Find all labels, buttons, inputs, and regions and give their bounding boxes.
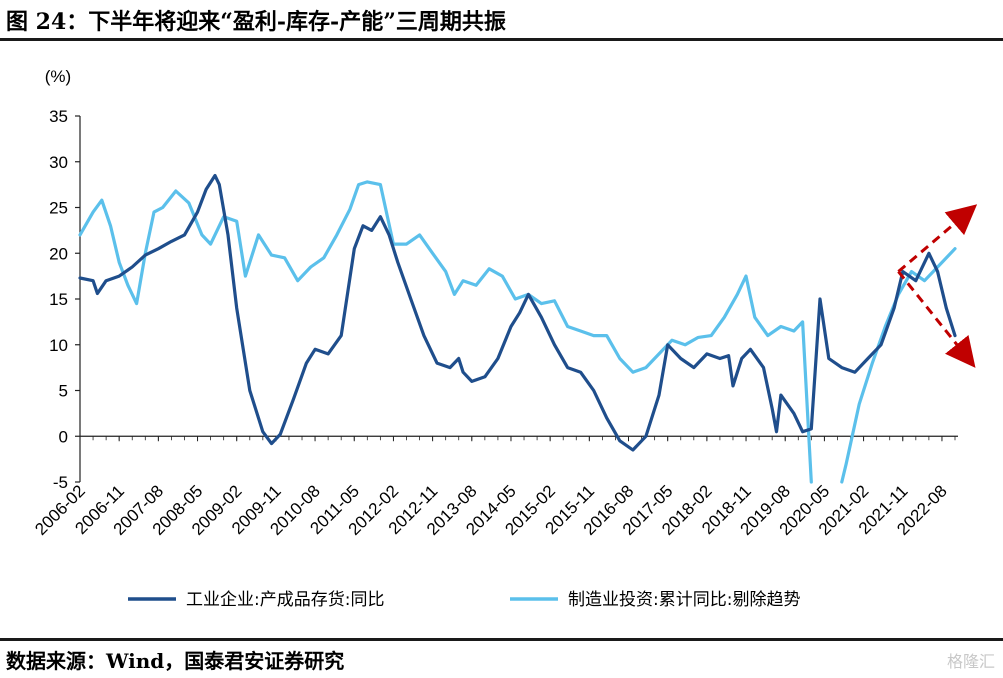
- chart-title: 图 24：下半年将迎来“盈利-库存-产能”三周期共振: [6, 9, 506, 35]
- trend-arrow-1: [897, 204, 978, 273]
- y-tick-label: 5: [59, 382, 68, 401]
- series-layer: [78, 173, 957, 484]
- legend-item-industrial-inventory-label: 工业企业:产成品存货:同比: [186, 590, 384, 610]
- annotation-layer: [897, 204, 978, 368]
- x-axis: 2006-022006-112007-082008-052009-022009-…: [31, 435, 958, 539]
- title-divider: [0, 38, 1003, 41]
- y-tick-label: 10: [49, 336, 68, 355]
- line-chart: (%) 35 30 25 20 15 10 5 0 -5 2006-022006-112007-0…: [31, 67, 978, 610]
- y-tick-label: -5: [53, 473, 68, 492]
- y-tick-label: 15: [49, 290, 68, 309]
- y-axis: (%) 35 30 25 20 15 10 5 0 -5: [45, 67, 81, 492]
- legend-item-manufacturing-investment-label: 制造业投资:累计同比:剔除趋势: [568, 590, 800, 610]
- y-axis-unit-label: (%): [45, 67, 71, 86]
- trend-arrow-2: [897, 270, 976, 368]
- y-tick-label: 20: [49, 244, 68, 263]
- y-tick-label: 0: [59, 427, 68, 446]
- watermark-logo: 格隆汇: [946, 652, 995, 671]
- series-line-manufacturing-investment: [78, 180, 813, 484]
- source-divider: [0, 638, 1003, 641]
- y-tick-label: 30: [49, 153, 68, 172]
- y-tick-label: 35: [49, 107, 68, 126]
- source-note: 数据来源：Wind，国泰君安证券研究: [6, 649, 345, 673]
- legend: 工业企业:产成品存货:同比 制造业投资:累计同比:剔除趋势: [128, 590, 800, 610]
- y-tick-label: 25: [49, 199, 68, 218]
- series-line-industrial-inventory: [78, 173, 957, 452]
